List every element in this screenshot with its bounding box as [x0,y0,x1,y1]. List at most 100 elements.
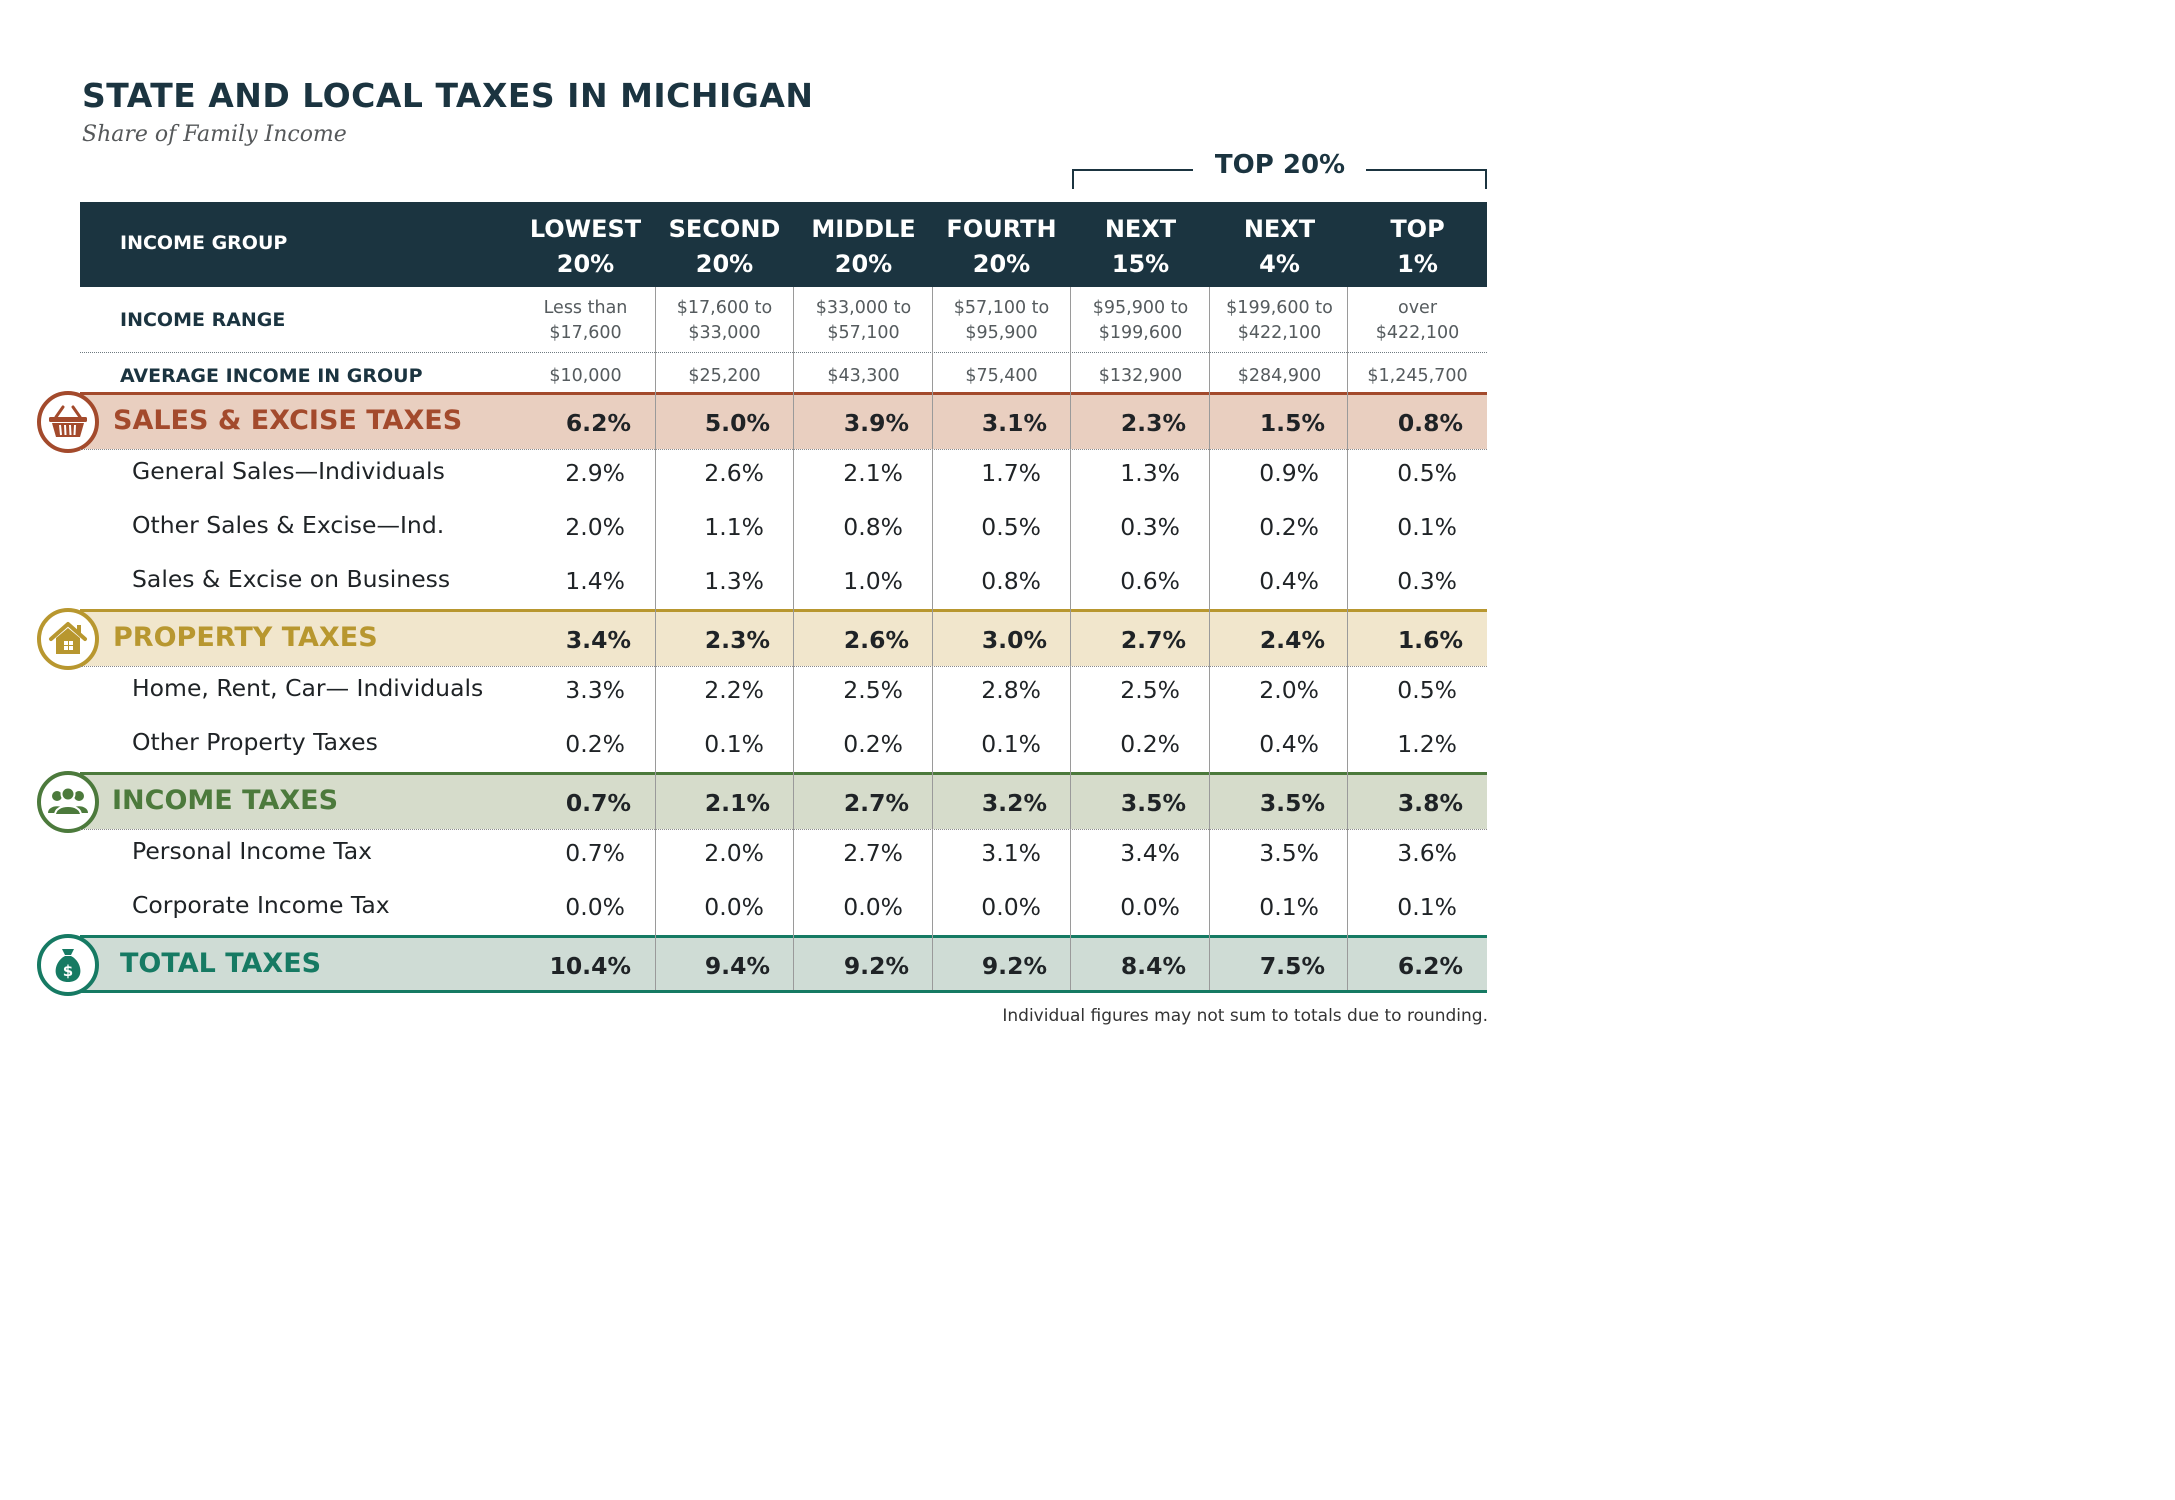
column-header: MIDDLE 20% [794,212,933,282]
total-taxes-band [80,938,1487,992]
income-range-line1: $17,600 to [676,298,773,318]
income-taxes-top-rule [80,772,1487,775]
income-range-line1: over [1397,298,1438,318]
tax-row-value: 0.4% [1259,730,1319,758]
sales-excise-taxes-value: 0.8% [1397,409,1463,437]
tax-row-value: 0.6% [1120,567,1180,595]
income-taxes-value: 3.8% [1397,789,1463,817]
column-header-line1: SECOND [668,215,781,243]
tax-row-value: 3.1% [981,839,1041,867]
header-income-group-label: INCOME GROUP [120,232,288,254]
income-range-line1: $199,600 to [1226,298,1333,318]
income-range-cell: $95,900 to $199,600 [1071,296,1210,346]
total-taxes-value: 8.4% [1120,952,1186,980]
tax-row-value: 3.3% [565,676,625,704]
total-taxes-top-rule [80,935,1487,938]
column-header-line2: 15% [1111,250,1170,278]
svg-text:$: $ [63,962,73,980]
column-header: FOURTH 20% [932,212,1071,282]
average-income-cell: $1,245,700 [1367,366,1468,386]
income-taxes-value: 3.2% [981,789,1047,817]
income-range-label: INCOME RANGE [120,309,286,331]
house-icon [37,608,99,670]
income-range-line2: $422,100 [1375,323,1460,343]
tax-row-value: 0.4% [1259,567,1319,595]
property-taxes-value: 2.7% [1120,626,1186,654]
tax-row-value: 0.8% [981,567,1041,595]
column-header-line1: NEXT [1104,215,1177,243]
income-range-line2: $33,000 [688,323,761,343]
income-range-cell: $17,600 to $33,000 [655,296,794,346]
tax-row-value: 2.6% [704,459,764,487]
tax-row-label: Sales & Excise on Business [132,565,451,593]
table-header [80,202,1487,287]
income-taxes-value: 0.7% [565,789,631,817]
tax-row-value: 0.5% [1397,459,1457,487]
tax-row-value: 2.5% [843,676,903,704]
total-bottom-rule [80,990,1487,993]
income-taxes-value: 3.5% [1259,789,1325,817]
tax-row-value: 0.1% [1397,513,1457,541]
column-header-line1: MIDDLE [811,215,916,243]
tax-row-value: 0.2% [843,730,903,758]
top-group-bracket-left [1072,169,1193,171]
column-header-line2: 20% [695,250,754,278]
income-range-line1: $57,100 to [953,298,1050,318]
tax-row-value: 0.0% [1120,893,1180,921]
income-range-line1: $95,900 to [1092,298,1189,318]
sales-excise-taxes-value: 1.5% [1259,409,1325,437]
average-income-cell: $132,900 [1098,366,1183,386]
tax-row-value: 1.2% [1397,730,1457,758]
tax-row-value: 3.6% [1397,839,1457,867]
tax-row-value: 2.0% [1259,676,1319,704]
income-range-line2: $422,100 [1237,323,1322,343]
income-taxes-value: 2.7% [843,789,909,817]
tax-row-value: 3.4% [1120,839,1180,867]
sales-excise-taxes-value: 3.9% [843,409,909,437]
column-header: TOP 1% [1348,212,1487,282]
tax-row-value: 0.1% [981,730,1041,758]
tax-row-value: 0.2% [1259,513,1319,541]
tax-row-value: 0.1% [704,730,764,758]
property-taxes-band [80,612,1487,666]
income-range-line2: $199,600 [1098,323,1183,343]
income-taxes-band [80,775,1487,829]
tax-row-value: 0.0% [843,893,903,921]
tax-row-value: 2.0% [565,513,625,541]
column-header-line2: 1% [1397,250,1438,278]
column-header: NEXT 15% [1071,212,1210,282]
tax-row-value: 2.0% [704,839,764,867]
tax-row-label: Other Sales & Excise—Ind. [132,511,445,539]
column-header: SECOND 20% [655,212,794,282]
band-bottom-divider [80,829,1487,830]
column-header-line1: NEXT [1243,215,1316,243]
property-taxes-value: 2.3% [704,626,770,654]
sales-excise-taxes-label: SALES & EXCISE TAXES [113,405,463,436]
total-taxes-value: 9.2% [981,952,1047,980]
column-header-line2: 4% [1259,250,1300,278]
page-subtitle: Share of Family Income [82,122,347,147]
average-income-label: AVERAGE INCOME IN GROUP [120,365,423,387]
tax-row-value: 0.7% [565,839,625,867]
basket-icon [37,391,99,453]
tax-row-value: 2.9% [565,459,625,487]
tax-row-value: 0.0% [704,893,764,921]
tax-row-value: 0.5% [981,513,1041,541]
column-divider [1347,287,1348,990]
tax-row-value: 0.2% [565,730,625,758]
top-group-label: TOP 20% [1214,150,1346,180]
column-divider [932,287,933,990]
income-range-line1: $33,000 to [815,298,912,318]
total-taxes-label: TOTAL TAXES [120,948,322,979]
average-income-cell: $10,000 [549,366,622,386]
sales-excise-taxes-value: 5.0% [704,409,770,437]
column-header: LOWEST 20% [516,212,655,282]
property-taxes-value: 2.4% [1259,626,1325,654]
average-income-cell: $75,400 [965,366,1038,386]
top-group-bracket-left-tick [1072,169,1074,189]
footnote: Individual figures may not sum to totals… [1002,1006,1488,1026]
income-range-cell: $57,100 to $95,900 [932,296,1071,346]
column-divider [1209,287,1210,990]
total-taxes-value: 7.5% [1259,952,1325,980]
income-range-cell: $199,600 to $422,100 [1210,296,1349,346]
